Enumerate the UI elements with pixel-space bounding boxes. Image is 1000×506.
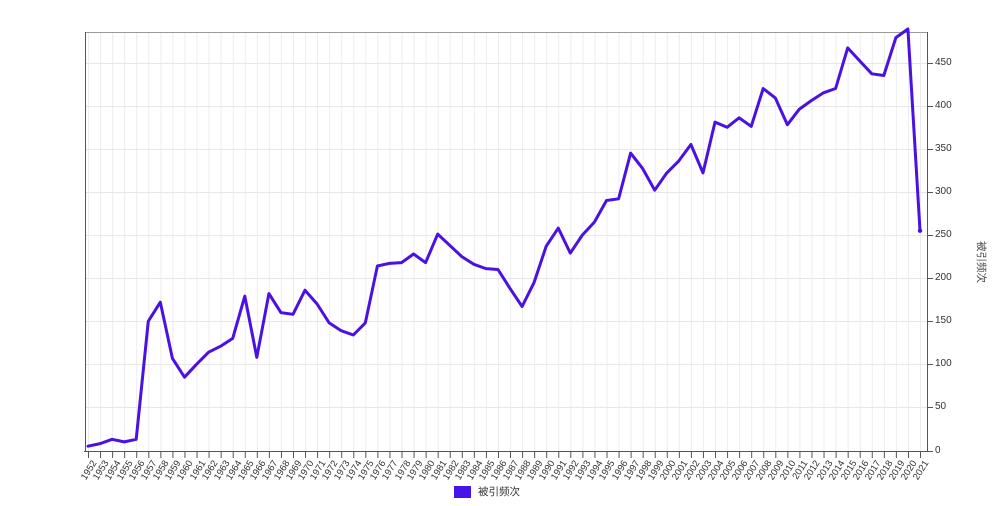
- y-axis-tick-label: 0: [935, 444, 941, 456]
- y-axis-tick-label: 450: [935, 56, 952, 68]
- y-axis-tick-label: 150: [935, 315, 952, 327]
- y-axis-tick-label: 200: [935, 272, 952, 284]
- y-axis-tick-label: 400: [935, 99, 952, 111]
- y-axis-tick-label: 350: [935, 142, 952, 154]
- y-axis-tick-label: 250: [935, 229, 952, 240]
- y-axis-title: 被引频次: [975, 241, 987, 283]
- legend: 被引频次: [0, 485, 987, 499]
- y-axis-tick-label: 100: [935, 358, 952, 370]
- y-axis-tick-label: 50: [935, 401, 947, 413]
- series-endpoint-dot: [917, 228, 923, 233]
- citation-series-line[interactable]: [86, 27, 922, 448]
- legend-swatch-icon[interactable]: [454, 486, 471, 498]
- legend-item-label[interactable]: 被引频次: [478, 486, 520, 498]
- y-axis-tick-label: 300: [935, 185, 952, 197]
